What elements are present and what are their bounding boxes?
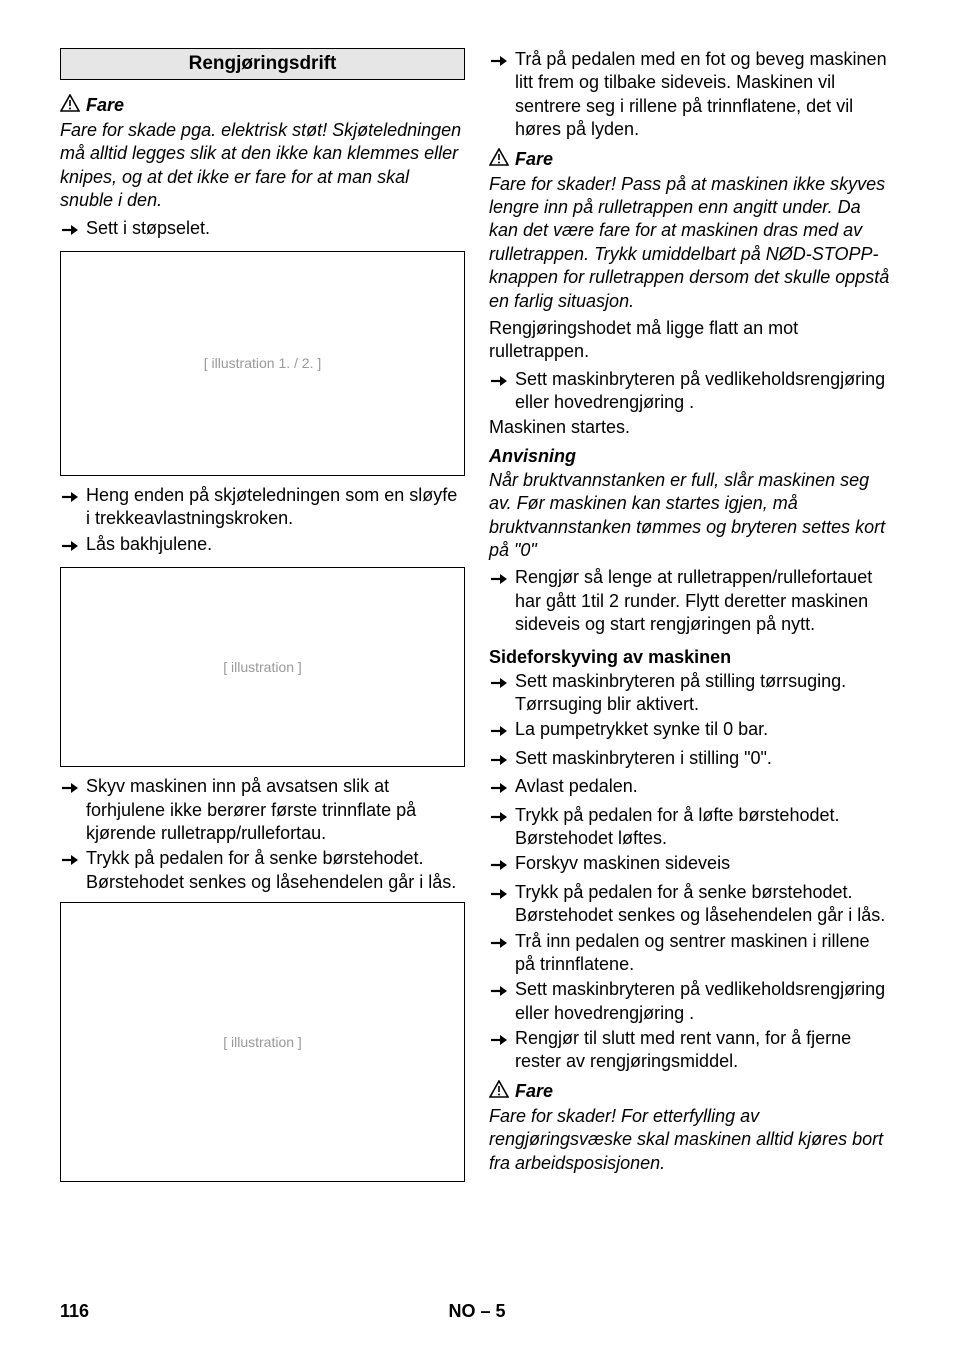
step-text: Rengjør til slutt med rent vann, for å f… (515, 1027, 894, 1074)
warning-label: Fare (86, 95, 124, 116)
step-text: Sett maskinbryteren på stilling tørrsugi… (515, 670, 894, 717)
step-item: Sett i støpselet. (60, 217, 465, 243)
warning-2: Fare (489, 148, 894, 171)
arrow-right-icon (62, 778, 78, 801)
step-text: Sett maskinbryteren i stilling "0". (515, 747, 772, 770)
step-text: Trykk på pedalen for å løfte børstehodet… (515, 804, 894, 851)
step-text: Sett maskinbryteren på vedlikeholdsrengj… (515, 368, 894, 415)
step-text: Sett maskinbryteren på vedlikeholdsrengj… (515, 978, 894, 1025)
warning-3: Fare (489, 1080, 894, 1103)
warning-label: Fare (515, 149, 553, 170)
step-text: Skyv maskinen inn på avsatsen slik at fo… (86, 775, 465, 845)
body-text: Maskinen startes. (489, 416, 894, 439)
warning-triangle-icon (489, 1080, 509, 1103)
arrow-right-icon (62, 536, 78, 559)
arrow-right-icon (491, 778, 507, 801)
step-item: Sett maskinbryteren i stilling "0". (489, 747, 894, 773)
arrow-right-icon (491, 1030, 507, 1053)
step-text: La pumpetrykket synke til 0 bar. (515, 718, 768, 741)
left-column: Rengjøringsdrift Fare Fare for skade pga… (60, 48, 465, 1190)
footer-center: NO – 5 (448, 1301, 505, 1322)
arrow-right-icon (62, 220, 78, 243)
step-item: Sett maskinbryteren på vedlikeholdsrengj… (489, 978, 894, 1025)
arrow-right-icon (491, 933, 507, 956)
note-heading: Anvisning (489, 446, 894, 467)
arrow-right-icon (491, 673, 507, 696)
step-item: Sett maskinbryteren på stilling tørrsugi… (489, 670, 894, 717)
warning-1: Fare (60, 94, 465, 117)
page-footer: 116 NO – 5 (60, 1301, 894, 1322)
page-number: 116 (60, 1301, 89, 1322)
step-item: Trykk på pedalen for å senke børstehodet… (489, 881, 894, 928)
warning-text: Fare for skader! For etterfylling av ren… (489, 1105, 894, 1175)
figure-2: [ illustration ] (60, 567, 465, 767)
right-column: Trå på pedalen med en fot og beveg maski… (489, 48, 894, 1190)
arrow-right-icon (62, 487, 78, 510)
warning-text: Fare for skader! Pass på at maskinen ikk… (489, 173, 894, 313)
step-text: Heng enden på skjøteledningen som en slø… (86, 484, 465, 531)
arrow-right-icon (491, 569, 507, 592)
step-item: Skyv maskinen inn på avsatsen slik at fo… (60, 775, 465, 845)
step-item: Heng enden på skjøteledningen som en slø… (60, 484, 465, 531)
step-text: Trykk på pedalen for å senke børstehodet… (86, 847, 465, 894)
step-item: Avlast pedalen. (489, 775, 894, 801)
note-text: Når bruktvannstanken er full, slår maski… (489, 469, 894, 563)
arrow-right-icon (491, 884, 507, 907)
step-item: Trå inn pedalen og sentrer maskinen i ri… (489, 930, 894, 977)
step-item: Forskyv maskinen sideveis (489, 852, 894, 878)
arrow-right-icon (62, 850, 78, 873)
figure-3: [ illustration ] (60, 902, 465, 1182)
step-item: Lås bakhjulene. (60, 533, 465, 559)
arrow-right-icon (491, 371, 507, 394)
section-title: Rengjøringsdrift (60, 48, 465, 80)
warning-text: Fare for skade pga. elektrisk støt! Skjø… (60, 119, 465, 213)
step-text: Lås bakhjulene. (86, 533, 212, 556)
step-text: Trå på pedalen med en fot og beveg maski… (515, 48, 894, 142)
sub-heading: Sideforskyving av maskinen (489, 647, 894, 668)
step-item: La pumpetrykket synke til 0 bar. (489, 718, 894, 744)
warning-label: Fare (515, 1081, 553, 1102)
step-text: Trykk på pedalen for å senke børstehodet… (515, 881, 894, 928)
step-item: Trykk på pedalen for å senke børstehodet… (60, 847, 465, 894)
step-text: Rengjør så lenge at rulletrappen/rullefo… (515, 566, 894, 636)
arrow-right-icon (491, 750, 507, 773)
step-text: Trå inn pedalen og sentrer maskinen i ri… (515, 930, 894, 977)
arrow-right-icon (491, 721, 507, 744)
figure-1: [ illustration 1. / 2. ] (60, 251, 465, 476)
step-text: Sett i støpselet. (86, 217, 210, 240)
step-text: Forskyv maskinen sideveis (515, 852, 730, 875)
step-item: Trå på pedalen med en fot og beveg maski… (489, 48, 894, 142)
warning-triangle-icon (60, 94, 80, 117)
arrow-right-icon (491, 855, 507, 878)
body-text: Rengjøringshodet må ligge flatt an mot r… (489, 317, 894, 364)
step-item: Trykk på pedalen for å løfte børstehodet… (489, 804, 894, 851)
step-item: Rengjør så lenge at rulletrappen/rullefo… (489, 566, 894, 636)
arrow-right-icon (491, 807, 507, 830)
step-text: Avlast pedalen. (515, 775, 638, 798)
footer-right-spacer (889, 1301, 894, 1322)
arrow-right-icon (491, 51, 507, 74)
step-item: Sett maskinbryteren på vedlikeholdsrengj… (489, 368, 894, 415)
step-item: Rengjør til slutt med rent vann, for å f… (489, 1027, 894, 1074)
arrow-right-icon (491, 981, 507, 1004)
warning-triangle-icon (489, 148, 509, 171)
